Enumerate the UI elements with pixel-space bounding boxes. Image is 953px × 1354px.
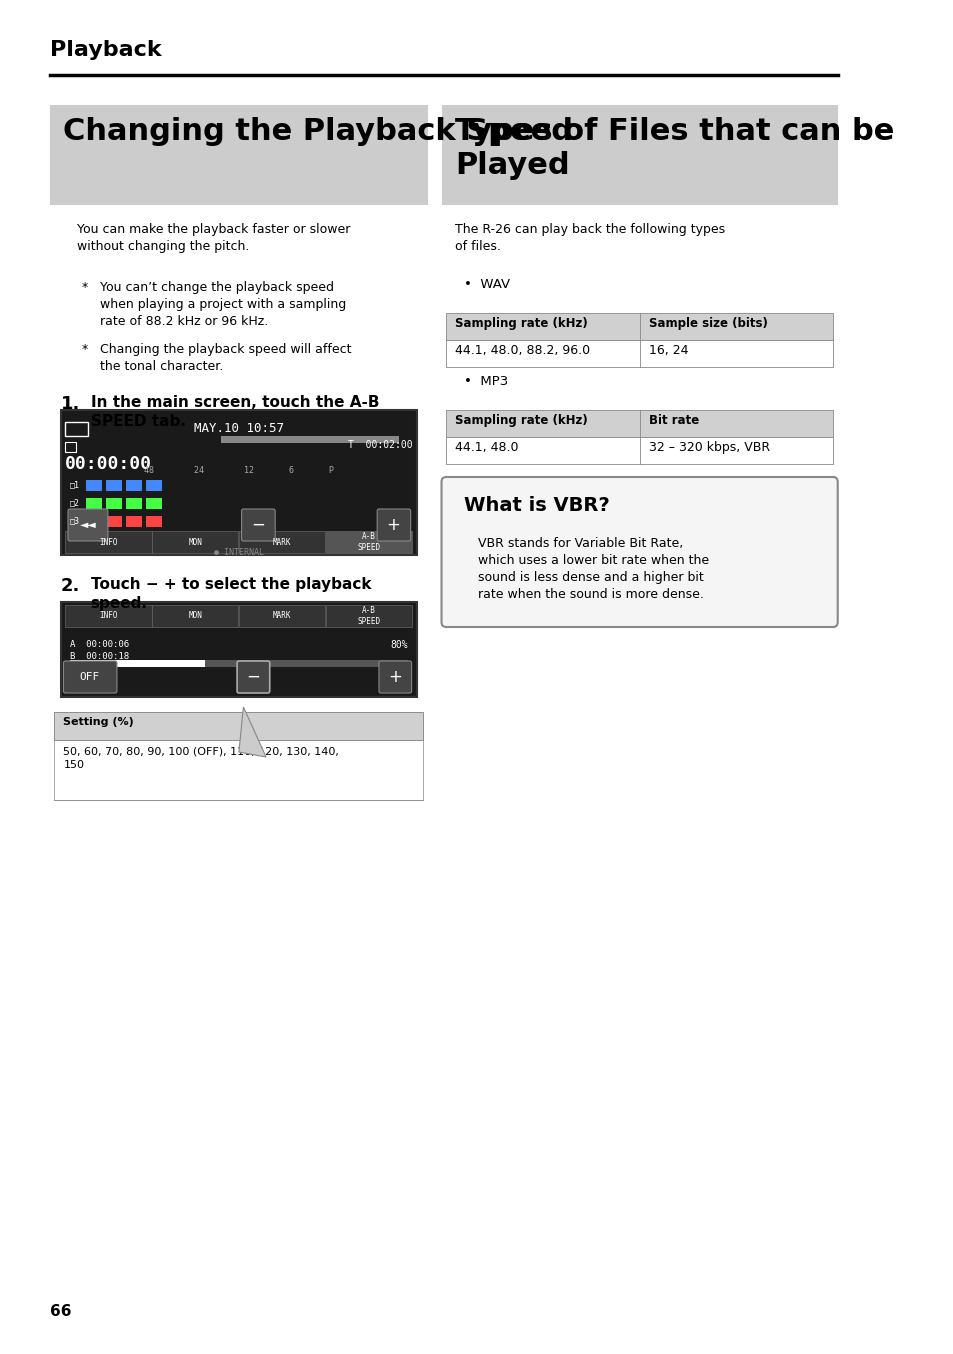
Text: •  MP3: • MP3 [464,375,508,389]
Text: OFF: OFF [79,672,100,682]
Text: MON: MON [188,612,202,620]
FancyBboxPatch shape [221,436,398,443]
Text: −: − [246,668,260,686]
Text: MARK: MARK [273,538,291,547]
Text: Sampling rate (kHz): Sampling rate (kHz) [455,317,587,330]
FancyBboxPatch shape [86,497,102,509]
FancyBboxPatch shape [446,313,832,340]
Text: T  00:02:00: T 00:02:00 [348,440,412,450]
Text: MARK: MARK [273,612,291,620]
FancyBboxPatch shape [65,531,152,552]
FancyBboxPatch shape [237,661,270,693]
FancyBboxPatch shape [146,479,162,490]
Text: VBR stands for Variable Bit Rate,
which uses a lower bit rate when the
sound is : VBR stands for Variable Bit Rate, which … [477,538,708,601]
Text: A  --:--:--: A --:--:-- [68,558,123,567]
Text: Changing the playback speed will affect
the tonal character.: Changing the playback speed will affect … [100,343,351,372]
FancyBboxPatch shape [86,516,102,527]
FancyBboxPatch shape [68,509,108,542]
Text: 2.: 2. [61,577,80,594]
Text: 100%: 100% [228,558,250,567]
Text: ● INTERNAL: ● INTERNAL [213,548,264,556]
FancyBboxPatch shape [378,661,411,693]
FancyBboxPatch shape [86,479,102,490]
Text: *: * [82,343,88,356]
FancyBboxPatch shape [152,531,238,552]
Text: □1: □1 [70,481,80,490]
Text: What is VBR?: What is VBR? [464,496,609,515]
FancyBboxPatch shape [146,497,162,509]
Text: Bit rate: Bit rate [648,414,699,427]
FancyBboxPatch shape [325,605,412,627]
FancyBboxPatch shape [64,661,117,693]
FancyBboxPatch shape [325,531,412,552]
Polygon shape [238,707,266,757]
Text: Sample size (bits): Sample size (bits) [648,317,767,330]
Text: •  WAV: • WAV [464,278,510,291]
FancyBboxPatch shape [70,659,408,668]
FancyBboxPatch shape [126,516,142,527]
Text: □2: □2 [70,498,80,508]
FancyBboxPatch shape [65,605,152,627]
Text: 44.1, 48.0: 44.1, 48.0 [455,441,518,454]
Text: 32 – 320 kbps, VBR: 32 – 320 kbps, VBR [648,441,769,454]
Text: □3: □3 [70,516,80,525]
FancyBboxPatch shape [61,410,416,555]
Text: Types of Files that can be Played: Types of Files that can be Played [455,116,894,180]
Text: ◄◄: ◄◄ [79,519,96,532]
FancyBboxPatch shape [446,410,832,437]
Text: 1.: 1. [61,395,80,413]
Text: MON: MON [188,538,202,547]
Text: Playback: Playback [50,41,161,60]
Text: You can’t change the playback speed
when playing a project with a sampling
rate : You can’t change the playback speed when… [100,282,346,328]
FancyBboxPatch shape [61,603,416,697]
Text: INFO: INFO [99,612,117,620]
FancyBboxPatch shape [446,340,832,367]
Text: 48        24        12       6       P: 48 24 12 6 P [144,466,334,475]
FancyBboxPatch shape [106,516,122,527]
Text: A  00:00:06
B  00:00:18: A 00:00:06 B 00:00:18 [70,640,129,661]
FancyBboxPatch shape [50,106,428,204]
Text: 50, 60, 70, 80, 90, 100 (OFF), 110, 120, 130, 140,
150: 50, 60, 70, 80, 90, 100 (OFF), 110, 120,… [64,747,339,770]
Text: 80%: 80% [390,640,408,650]
Text: −: − [251,516,265,533]
Text: *: * [82,282,88,294]
Text: Touch − + to select the playback
speed.: Touch − + to select the playback speed. [91,577,371,611]
FancyBboxPatch shape [441,106,837,204]
Text: Changing the Playback Speed: Changing the Playback Speed [64,116,573,146]
FancyBboxPatch shape [54,712,423,741]
FancyBboxPatch shape [106,497,122,509]
Text: The R-26 can play back the following types
of files.: The R-26 can play back the following typ… [455,223,724,253]
FancyBboxPatch shape [146,516,162,527]
FancyBboxPatch shape [106,479,122,490]
Text: A-B
SPEED: A-B SPEED [357,532,380,551]
Text: +: + [386,516,400,533]
Text: Setting (%): Setting (%) [64,718,134,727]
Text: A-B
SPEED: A-B SPEED [357,607,380,626]
FancyBboxPatch shape [126,479,142,490]
Text: 44.1, 48.0, 88.2, 96.0: 44.1, 48.0, 88.2, 96.0 [455,344,590,357]
Text: You can make the playback faster or slower
without changing the pitch.: You can make the playback faster or slow… [77,223,350,253]
FancyBboxPatch shape [238,531,325,552]
Text: +: + [388,668,402,686]
FancyBboxPatch shape [126,497,142,509]
FancyBboxPatch shape [152,605,238,627]
FancyBboxPatch shape [238,605,325,627]
Text: 00:00:00: 00:00:00 [65,455,152,473]
Text: 16, 24: 16, 24 [648,344,687,357]
Text: In the main screen, touch the A-B
SPEED tab.: In the main screen, touch the A-B SPEED … [91,395,378,429]
FancyBboxPatch shape [446,437,832,464]
FancyBboxPatch shape [241,509,274,542]
Text: Sampling rate (kHz): Sampling rate (kHz) [455,414,587,427]
FancyBboxPatch shape [376,509,411,542]
Text: MAY.10 10:57: MAY.10 10:57 [193,422,284,435]
FancyBboxPatch shape [70,659,205,668]
Text: 66: 66 [50,1304,71,1319]
FancyBboxPatch shape [441,477,837,627]
Text: INFO: INFO [99,538,117,547]
